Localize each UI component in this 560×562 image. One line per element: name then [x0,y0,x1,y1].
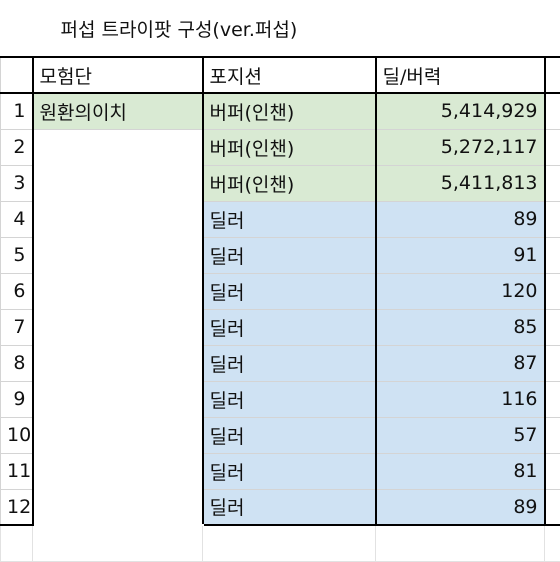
position-cell[interactable]: 딜러 [203,273,376,309]
party-cell[interactable] [33,165,203,201]
row-number[interactable]: 6 [1,273,33,309]
empty-cell[interactable] [1,525,33,561]
damage-cell[interactable]: 57 [376,417,545,453]
position-cell[interactable]: 딜러 [203,489,376,525]
damage-cell[interactable]: 89 [376,489,545,525]
empty-cell[interactable] [545,165,560,201]
empty-cell[interactable] [376,525,545,561]
damage-cell[interactable]: 5,411,813 [376,165,545,201]
damage-cell[interactable]: 89 [376,201,545,237]
header-position[interactable]: 포지션 [203,57,376,93]
row-number[interactable]: 12 [1,489,33,525]
position-cell[interactable]: 딜러 [203,309,376,345]
header-row: 모험단 포지션 딜/버력 [1,57,560,93]
party-cell[interactable]: 원환의이치 [33,93,203,129]
position-cell[interactable]: 딜러 [203,453,376,489]
empty-cell[interactable] [545,57,560,93]
table-row: 3 버퍼(인챈)5,411,813 [1,165,560,201]
empty-cell[interactable] [545,453,560,489]
damage-cell[interactable]: 87 [376,345,545,381]
row-number[interactable]: 10 [1,417,33,453]
empty-cell[interactable] [545,309,560,345]
empty-cell[interactable] [545,417,560,453]
empty-cell[interactable] [545,381,560,417]
empty-cell[interactable] [545,345,560,381]
header-party[interactable]: 모험단 [33,57,203,93]
damage-cell[interactable]: 81 [376,453,545,489]
row-number-header[interactable] [1,57,33,93]
empty-cell[interactable] [545,489,560,525]
position-cell[interactable]: 딜러 [203,345,376,381]
position-cell[interactable]: 버퍼(인챈) [203,165,376,201]
party-cell[interactable] [33,417,203,453]
party-cell[interactable] [33,273,203,309]
party-cell[interactable] [33,201,203,237]
party-cell[interactable] [33,237,203,273]
row-number[interactable]: 1 [1,93,33,129]
position-cell[interactable]: 딜러 [203,237,376,273]
empty-cell[interactable] [545,93,560,129]
table-row: 2 버퍼(인챈)5,272,117 [1,129,560,165]
party-cell[interactable] [33,489,203,525]
position-cell[interactable]: 버퍼(인챈) [203,129,376,165]
party-cell[interactable] [33,309,203,345]
row-number[interactable]: 3 [1,165,33,201]
empty-cell[interactable] [203,525,376,561]
title-row: 퍼섭 트라이팟 구성(ver.퍼섭) [1,0,560,57]
party-cell[interactable] [33,381,203,417]
row-number[interactable]: 5 [1,237,33,273]
position-cell[interactable]: 딜러 [203,201,376,237]
row-number[interactable]: 11 [1,453,33,489]
row-number[interactable]: 2 [1,129,33,165]
damage-cell[interactable]: 5,272,117 [376,129,545,165]
damage-cell[interactable]: 5,414,929 [376,93,545,129]
sheet-title[interactable]: 퍼섭 트라이팟 구성(ver.퍼섭) [1,0,560,57]
damage-cell[interactable]: 85 [376,309,545,345]
damage-cell[interactable]: 91 [376,237,545,273]
row-number[interactable]: 4 [1,201,33,237]
party-cell[interactable] [33,345,203,381]
empty-cell[interactable] [545,525,560,561]
row-number[interactable]: 9 [1,381,33,417]
row-number[interactable]: 8 [1,345,33,381]
empty-cell[interactable] [545,273,560,309]
damage-cell[interactable]: 120 [376,273,545,309]
party-cell[interactable] [33,129,203,165]
empty-cell[interactable] [33,525,203,561]
row-number[interactable]: 7 [1,309,33,345]
position-cell[interactable]: 딜러 [203,417,376,453]
damage-cell[interactable]: 116 [376,381,545,417]
position-cell[interactable]: 버퍼(인챈) [203,93,376,129]
empty-cell[interactable] [545,237,560,273]
header-damage[interactable]: 딜/버력 [376,57,545,93]
blank-row [1,525,560,561]
position-cell[interactable]: 딜러 [203,381,376,417]
empty-cell[interactable] [545,129,560,165]
empty-cell[interactable] [545,201,560,237]
party-cell[interactable] [33,453,203,489]
